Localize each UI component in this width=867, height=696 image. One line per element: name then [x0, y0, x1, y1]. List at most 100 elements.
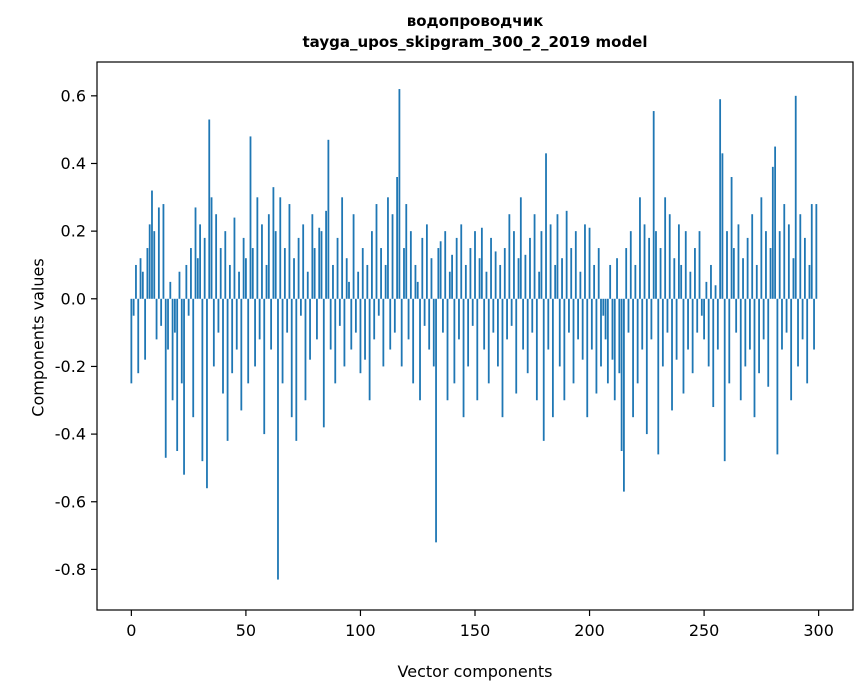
bar: [327, 139, 330, 299]
bar: [167, 298, 169, 350]
bar: [180, 298, 183, 384]
bar: [707, 298, 710, 367]
bar: [288, 204, 291, 299]
bar: [437, 248, 440, 299]
bar: [799, 214, 802, 299]
bar: [558, 298, 561, 367]
bar: [535, 298, 538, 401]
bar: [774, 146, 777, 299]
bar: [639, 197, 641, 299]
bar: [597, 248, 600, 299]
bar: [325, 210, 327, 299]
bar: [176, 298, 179, 452]
bar: [698, 231, 701, 299]
bar: [790, 298, 793, 401]
bar: [526, 298, 529, 374]
bar: [579, 271, 582, 299]
bar: [714, 285, 717, 299]
bar: [483, 298, 486, 350]
bar: [416, 281, 419, 299]
bar: [634, 264, 637, 299]
bar: [277, 298, 279, 580]
bar: [668, 214, 671, 299]
x-tick-label: 50: [236, 621, 256, 640]
bar: [219, 248, 222, 299]
bar: [267, 214, 270, 299]
bar: [178, 271, 181, 299]
bar: [274, 231, 277, 299]
bar: [568, 298, 570, 333]
bar: [629, 231, 632, 299]
bar: [173, 298, 176, 333]
bar: [700, 298, 703, 316]
bar: [677, 224, 680, 299]
bar: [235, 298, 238, 350]
bar: [769, 248, 772, 299]
bar: [467, 298, 470, 367]
bar: [726, 231, 728, 299]
bar: [352, 214, 355, 299]
bar: [661, 298, 664, 367]
bar: [139, 258, 142, 299]
bar: [794, 95, 797, 299]
bar: [451, 254, 453, 299]
bar: [749, 298, 751, 350]
bar: [137, 298, 140, 374]
bar: [210, 197, 213, 299]
bar: [435, 298, 437, 543]
bar: [765, 231, 767, 299]
bar: [187, 298, 190, 316]
bar: [515, 298, 518, 394]
bar: [217, 298, 220, 333]
bar: [778, 231, 781, 299]
bar: [513, 231, 515, 299]
bar: [373, 298, 376, 340]
bar: [551, 298, 554, 418]
bar: [732, 248, 735, 299]
bar: [753, 298, 756, 418]
bar: [254, 298, 256, 367]
bar: [405, 204, 408, 299]
bar: [494, 251, 497, 299]
bar: [570, 248, 573, 299]
bar: [499, 264, 502, 299]
bar: [687, 298, 689, 350]
bar: [201, 298, 204, 462]
chart-title: водопроводчик: [406, 12, 544, 30]
bar: [609, 264, 612, 299]
bar: [409, 231, 412, 299]
bar: [334, 298, 337, 384]
bar: [203, 237, 206, 299]
bar: [148, 224, 151, 299]
bar: [531, 298, 534, 333]
bar: [272, 187, 275, 299]
bar: [199, 224, 201, 299]
bar: [412, 298, 415, 384]
bar: [224, 231, 227, 299]
bar: [508, 214, 511, 299]
bar: [710, 264, 712, 299]
bar: [391, 214, 394, 299]
bar: [785, 298, 788, 333]
bar: [384, 264, 387, 299]
bar: [171, 298, 174, 401]
bar: [160, 298, 163, 326]
bar: [673, 258, 676, 299]
bar: [604, 298, 607, 340]
bar: [194, 207, 197, 299]
y-tick-label: -0.8: [55, 560, 86, 579]
bar: [151, 190, 153, 299]
x-axis-label: Vector components: [397, 662, 553, 681]
bar: [758, 298, 760, 374]
bar: [739, 298, 742, 401]
bar: [625, 248, 628, 299]
bar: [657, 298, 660, 455]
bar: [222, 298, 224, 394]
bar: [519, 197, 522, 299]
bar: [806, 298, 809, 384]
x-tick-label: 300: [803, 621, 834, 640]
bar: [593, 264, 596, 299]
bar: [190, 248, 192, 299]
bar: [421, 237, 424, 299]
bar: [767, 298, 770, 387]
